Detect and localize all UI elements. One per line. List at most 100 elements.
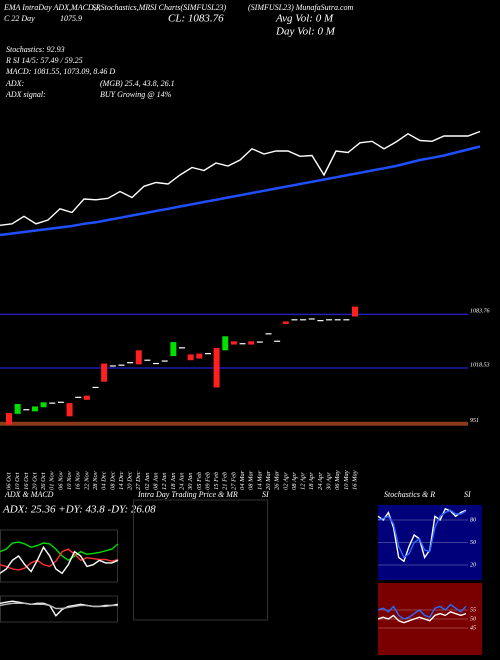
x-tick-label: 02 Jan (144, 472, 151, 490)
series-line (377, 603, 467, 620)
x-tick-label: 21 Feb (222, 471, 229, 490)
indicator-text: ADX: (5, 79, 25, 88)
indicator-text: MACD: 1081.55, 1073.09, 8.46 D (5, 67, 115, 76)
y-tick-label: 20 (470, 562, 476, 568)
x-tick-label: 15 Feb (213, 471, 220, 490)
x-tick-label: 27 Feb (230, 471, 237, 490)
x-tick-label: 06 Oct (5, 472, 12, 490)
x-tick-label: 09 Feb (204, 471, 211, 490)
candle (282, 321, 289, 324)
indicator-text: BUY Growing @ 14% (100, 90, 172, 99)
series-line (0, 602, 118, 610)
x-tick-label: 30 Apr (326, 472, 333, 491)
x-tick-label: 24 Jan (178, 472, 185, 490)
x-tick-label: 06 May (334, 470, 341, 490)
series-line (377, 611, 467, 624)
header-text: (SIMFUSL23) MunafaSutra.com (248, 3, 354, 12)
x-tick-label: 08 Apr (291, 472, 298, 490)
y-tick-label: 1083.76 (470, 309, 490, 315)
indicator-text: R SI 14/5: 57.49 / 59.25 (5, 56, 83, 65)
panel-title: SI (262, 490, 269, 499)
header-text: SI Charts(SIMFUSL23) (150, 3, 227, 12)
x-tick-label: 08 Dec (109, 471, 116, 490)
indicator-text: (MGB) 25.4, 43.8, 26.1 (100, 79, 175, 88)
x-tick-label: 22 Nov (83, 471, 90, 490)
x-tick-label: 16 May (351, 470, 358, 490)
x-tick-label: 12 Apr (300, 472, 307, 490)
candle (222, 336, 229, 351)
candle (213, 347, 220, 388)
candle (31, 406, 38, 412)
x-tick-label: 20 Oct (31, 472, 38, 490)
x-tick-label: 14 Dec (118, 471, 125, 490)
candle (14, 403, 21, 414)
x-tick-label: 26 Mar (274, 470, 281, 490)
y-tick-label: 50 (470, 616, 476, 622)
candle (135, 350, 142, 365)
panel-title: Stochastics & R (384, 490, 435, 499)
y-tick-label: 55 (470, 607, 476, 613)
y-tick-label: 80 (470, 517, 476, 523)
x-tick-label: 30 Jan (187, 472, 194, 491)
x-tick-label: 10 Oct (14, 472, 21, 490)
x-tick-label: 01 Nov (49, 471, 56, 490)
header-text: C 22 Day (4, 14, 35, 23)
series-line (0, 145, 481, 237)
panel-border (0, 529, 118, 583)
series-line (377, 507, 467, 563)
avg-volume: Avg Vol: 0 M (275, 13, 334, 25)
x-tick-label: 18 Apr (308, 472, 315, 490)
x-tick-label: 20 Mar (265, 470, 272, 490)
candle (248, 341, 255, 345)
panel-border (0, 595, 118, 623)
candle (6, 413, 12, 425)
candle (230, 341, 237, 345)
candle (101, 363, 108, 382)
header-text: 1075.9 (60, 14, 82, 23)
x-tick-label: 02 Apr (282, 472, 289, 490)
x-tick-label: 08 Mar (248, 470, 255, 490)
candle (352, 306, 358, 317)
panel-title: Intra Day Trading Price & MR (137, 490, 238, 499)
x-tick-label: 16 Oct (23, 472, 30, 490)
series-line (377, 509, 467, 559)
day-volume: Day Vol: 0 M (275, 26, 336, 38)
x-tick-label: 16 Nov (75, 471, 82, 490)
y-tick-label: 45 (470, 624, 476, 631)
series-line (0, 541, 119, 562)
candle (196, 353, 203, 359)
indicator-text: ADX signal: (5, 90, 46, 99)
x-tick-label: 04 Mar (239, 470, 246, 490)
panel-subtitle: ADX: 25.36 +DY: 43.8 -DY: 26.08 (2, 504, 156, 516)
panel-title: ADX & MACD (4, 490, 54, 499)
candle (66, 403, 73, 417)
x-tick-label: 28 Nov (92, 471, 99, 490)
header-text: EMA IntraDay ADX,MACD,R (3, 3, 101, 12)
panel-border (133, 499, 268, 621)
x-tick-label: 24 Apr (317, 472, 324, 490)
x-tick-label: 18 Jan (170, 472, 177, 490)
candle (170, 342, 177, 357)
x-tick-label: 06 Nov (57, 471, 64, 490)
x-tick-label: 14 Mar (256, 470, 263, 490)
y-tick-label: 1018.53 (470, 362, 490, 368)
y-tick-label: 50 (470, 540, 476, 546)
x-tick-label: 10 Nov (66, 471, 73, 490)
header-text: SI,Stochastics,MR (92, 3, 150, 12)
y-tick-label: 951 (470, 418, 479, 424)
indicator-text: Stochastics: 92.93 (6, 45, 65, 54)
x-tick-label: 27 Dec (135, 471, 142, 490)
candle (187, 354, 194, 361)
x-tick-label: 12 Jan (161, 472, 168, 490)
panel-title: SI (464, 490, 471, 499)
close-price: CL: 1083.76 (168, 13, 224, 25)
x-tick-label: 08 Jan (153, 472, 160, 490)
x-tick-label: 04 Dec (101, 471, 108, 490)
series-line (0, 130, 481, 226)
candle (40, 402, 47, 408)
x-tick-label: 10 May (343, 470, 350, 490)
series-line (0, 548, 119, 571)
x-tick-label: 20 Dec (127, 471, 134, 490)
x-tick-label: 05 Feb (196, 471, 203, 490)
